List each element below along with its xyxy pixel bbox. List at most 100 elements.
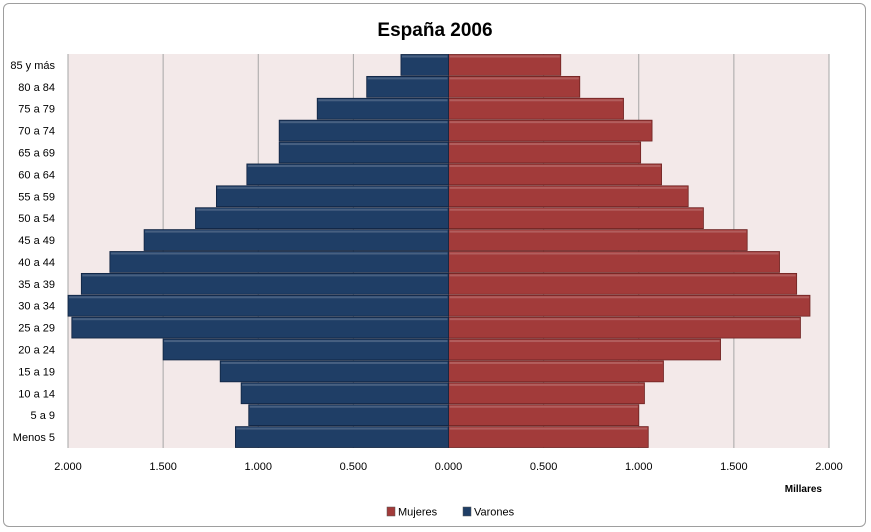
- bar-highlight: [221, 361, 448, 364]
- bar-varones-14: [278, 141, 449, 164]
- bar-varones-7: [67, 294, 449, 317]
- bar-mujeres-5: [448, 338, 721, 361]
- bar-highlight: [69, 296, 448, 299]
- bar-varones-2: [248, 404, 449, 427]
- bar-varones-1: [235, 426, 449, 448]
- bar-highlight: [242, 383, 448, 386]
- y-tick-label: 75 a 79: [18, 104, 55, 116]
- y-tick-label: 70 a 74: [18, 126, 55, 138]
- bar-mujeres-14: [448, 141, 642, 164]
- y-tick-label: 25 a 29: [18, 323, 55, 335]
- y-tick-label: Menos 5: [13, 432, 55, 444]
- bar-highlight: [449, 143, 640, 146]
- x-axis-unit-label: Millares: [785, 484, 823, 495]
- bar-highlight: [449, 318, 800, 321]
- bar-mujeres-2: [448, 404, 640, 427]
- bar-varones-12: [215, 185, 449, 208]
- bar-highlight: [247, 164, 448, 167]
- bar-highlight: [449, 99, 623, 102]
- bar-varones-8: [80, 272, 449, 295]
- bar-mujeres-13: [448, 163, 662, 186]
- bar-highlight: [449, 186, 688, 189]
- bar-highlight: [449, 405, 638, 408]
- bar-highlight: [449, 274, 796, 277]
- x-tick-label: 2.000: [815, 461, 843, 473]
- bar-mujeres-3: [448, 382, 645, 405]
- bar-mujeres-15: [448, 119, 653, 142]
- bar-mujeres-18: [448, 54, 562, 76]
- bar-mujeres-10: [448, 229, 748, 251]
- legend-swatch-varones: [462, 506, 472, 517]
- bar-mujeres-6: [448, 316, 801, 339]
- bar-highlight: [449, 77, 579, 80]
- bar-varones-9: [109, 251, 449, 273]
- y-tick-label: 20 a 24: [18, 345, 55, 357]
- bar-highlight: [217, 186, 448, 189]
- bar-highlight: [318, 99, 448, 102]
- bar-highlight: [280, 143, 448, 146]
- bar-mujeres-8: [448, 272, 798, 295]
- bar-mujeres-16: [448, 97, 624, 120]
- x-tick-label: 0.000: [435, 461, 463, 473]
- y-tick-label: 65 a 69: [18, 148, 55, 160]
- bar-varones-10: [143, 229, 449, 251]
- bar-mujeres-17: [448, 75, 581, 98]
- bar-varones-18: [400, 54, 449, 76]
- bar-highlight: [236, 427, 448, 430]
- bar-highlight: [449, 296, 809, 299]
- y-tick-label: 30 a 34: [18, 301, 55, 313]
- x-tick-label: 1.000: [244, 461, 272, 473]
- bar-highlight: [449, 121, 652, 124]
- bar-varones-5: [162, 338, 449, 361]
- bar-varones-11: [195, 207, 449, 230]
- bar-varones-16: [316, 97, 449, 120]
- legend: Mujeres Varones: [386, 506, 515, 519]
- y-tick-label: 35 a 39: [18, 279, 55, 291]
- bar-highlight: [401, 55, 448, 58]
- bar-varones-17: [366, 75, 449, 98]
- y-tick-label: 5 a 9: [31, 410, 55, 422]
- bar-highlight: [367, 77, 448, 80]
- bar-mujeres-11: [448, 207, 704, 230]
- bar-highlight: [72, 318, 448, 321]
- bar-varones-13: [246, 163, 449, 186]
- bar-highlight: [449, 164, 661, 167]
- y-tick-label: 50 a 54: [18, 213, 55, 225]
- bar-mujeres-1: [448, 426, 649, 448]
- x-tick-label: 1.500: [149, 461, 177, 473]
- bar-varones-15: [278, 119, 449, 142]
- bar-highlight: [449, 383, 644, 386]
- bar-highlight: [449, 252, 779, 255]
- bar-mujeres-7: [448, 294, 811, 317]
- bar-varones-4: [219, 360, 449, 383]
- plot-area: Menos 5 5 a 9 10 a 14 15 a 19 20 a 24 25 a 29…: [10, 54, 843, 473]
- x-tick-label: 2.000: [54, 461, 82, 473]
- y-tick-label: 55 a 59: [18, 191, 55, 203]
- legend-swatch-mujeres: [386, 506, 396, 517]
- x-tick-label: 1.000: [625, 461, 653, 473]
- bar-highlight: [164, 340, 448, 343]
- y-tick-label: 40 a 44: [18, 257, 55, 269]
- bar-highlight: [249, 405, 448, 408]
- bar-highlight: [449, 361, 663, 364]
- chart-title: España 2006: [377, 20, 492, 41]
- bar-highlight: [110, 252, 448, 255]
- y-tick-label: 45 a 49: [18, 235, 55, 247]
- x-tick-label: 1.500: [720, 461, 748, 473]
- bar-highlight: [449, 55, 560, 58]
- bar-highlight: [449, 208, 703, 211]
- bar-highlight: [82, 274, 448, 277]
- y-tick-label: 10 a 14: [18, 388, 55, 400]
- bar-highlight: [145, 230, 448, 233]
- x-tick-label: 0.500: [530, 461, 558, 473]
- bar-mujeres-4: [448, 360, 664, 383]
- bar-highlight: [280, 121, 448, 124]
- y-tick-label: 15 a 19: [18, 366, 55, 378]
- bar-highlight: [449, 230, 747, 233]
- bar-highlight: [449, 427, 648, 430]
- legend-label-varones: Varones: [474, 507, 515, 519]
- bar-mujeres-12: [448, 185, 689, 208]
- bar-varones-3: [240, 382, 449, 405]
- x-tick-label: 0.500: [340, 461, 368, 473]
